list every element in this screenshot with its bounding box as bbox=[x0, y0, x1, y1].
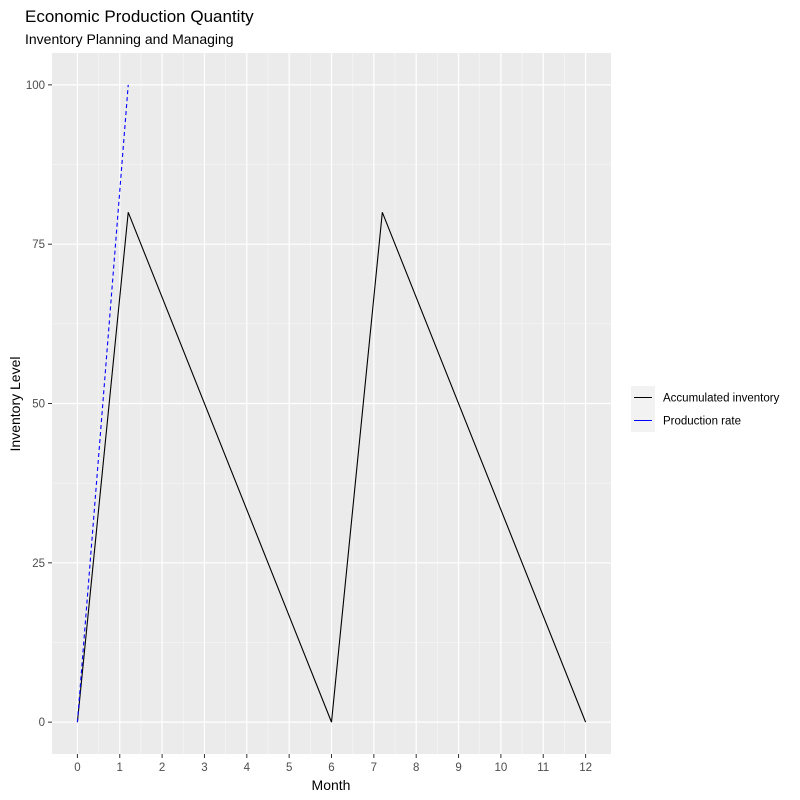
y-tick-label: 0 bbox=[39, 717, 45, 729]
x-tick-label: 9 bbox=[455, 762, 461, 774]
x-tick-label: 2 bbox=[159, 762, 165, 774]
y-axis: 0 25 50 75 100 bbox=[26, 80, 52, 729]
x-tick-label: 11 bbox=[537, 762, 549, 774]
series-line-0 bbox=[76, 212, 587, 723]
legend: Accumulated inventory Production rate bbox=[631, 386, 780, 432]
x-tick-label: 6 bbox=[328, 762, 334, 774]
legend-label: Accumulated inventory bbox=[663, 393, 780, 405]
x-tick-label: 0 bbox=[74, 762, 80, 774]
series-line-1 bbox=[76, 84, 129, 723]
y-tick-label: 75 bbox=[32, 239, 45, 251]
x-axis-title: Month bbox=[312, 777, 351, 793]
x-tick-label: 12 bbox=[579, 762, 592, 774]
x-tick-label: 4 bbox=[244, 762, 251, 774]
chart-subtitle: Inventory Planning and Managing bbox=[25, 31, 234, 47]
x-tick-label: 10 bbox=[494, 762, 507, 774]
grid-major bbox=[52, 53, 611, 754]
y-tick-label: 50 bbox=[32, 399, 45, 411]
y-tick-label: 100 bbox=[26, 80, 45, 92]
x-tick-label: 3 bbox=[201, 762, 207, 774]
y-axis-title: Inventory Level bbox=[7, 357, 23, 452]
chart-title: Economic Production Quantity bbox=[25, 7, 254, 26]
x-tick-label: 5 bbox=[286, 762, 292, 774]
x-tick-label: 8 bbox=[413, 762, 419, 774]
series-layer bbox=[76, 84, 587, 723]
x-axis: 0 1 2 3 4 5 6 7 8 9 10 11 12 bbox=[74, 754, 592, 774]
x-tick-label: 7 bbox=[371, 762, 377, 774]
x-tick-label: 1 bbox=[117, 762, 123, 774]
y-tick-label: 25 bbox=[32, 558, 45, 570]
legend-label: Production rate bbox=[663, 416, 741, 428]
